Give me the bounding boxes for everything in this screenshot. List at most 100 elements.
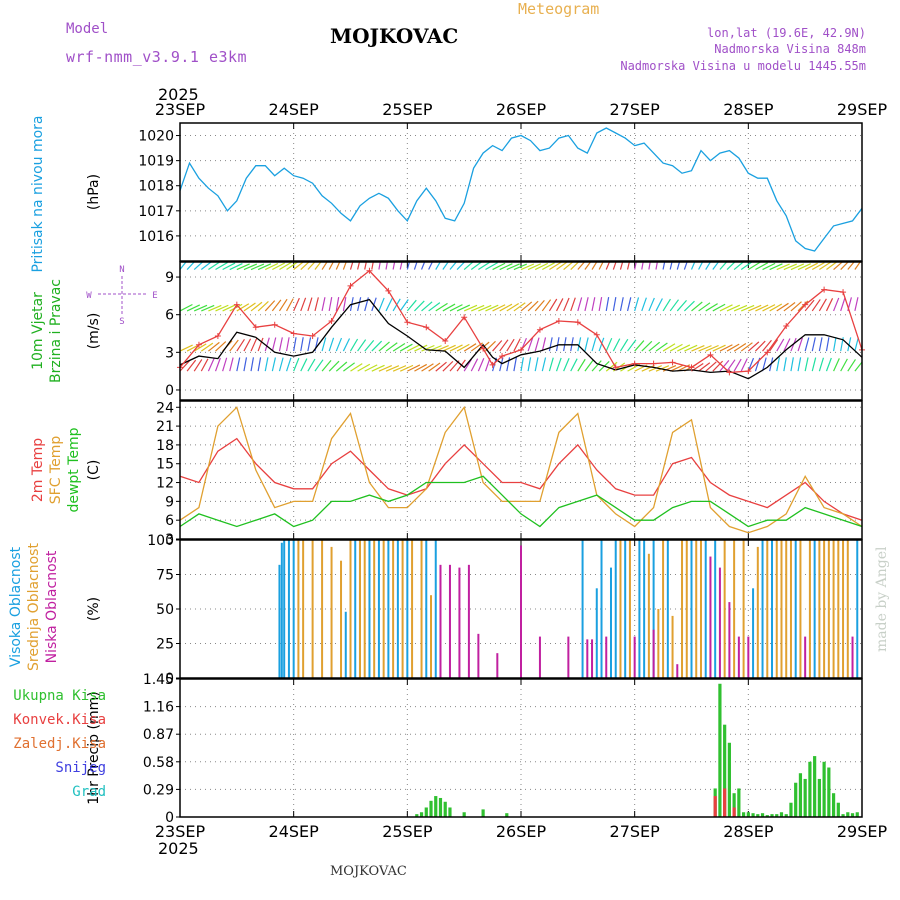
- bar-cloud_mid: [832, 540, 835, 678]
- wind-barb: [385, 365, 400, 372]
- bar-cloud_high: [344, 611, 347, 678]
- bar-cloud_mid: [297, 540, 300, 678]
- wind-barb: [584, 262, 592, 270]
- gust-marker: [745, 368, 752, 375]
- time-tick-label-bottom: 25SEP: [382, 822, 433, 841]
- wind-barb: [520, 301, 533, 312]
- wind-barb: [847, 359, 856, 372]
- bar-cloud_high: [752, 588, 755, 678]
- wind-barb: [520, 357, 524, 372]
- wind-barb: [790, 263, 805, 271]
- wind-barb: [449, 262, 458, 270]
- bar-cloud_high: [609, 567, 612, 678]
- wind-barb: [186, 359, 197, 372]
- bar-cloud_mid: [742, 540, 745, 678]
- model-label: Model: [66, 21, 108, 37]
- bar-cloud_mid: [766, 540, 769, 678]
- bar-precip_conv: [713, 796, 717, 817]
- bar-cloud_mid: [785, 540, 788, 678]
- bar-cloud_high: [280, 542, 283, 678]
- wind-barb: [833, 262, 844, 270]
- bar-cloud_mid: [685, 540, 688, 678]
- gust-marker: [631, 360, 638, 367]
- side-label-cloud: Visoka Oblacnost: [8, 546, 24, 667]
- wind-barb: [413, 262, 418, 270]
- wind-barb: [854, 262, 861, 270]
- wind-barb: [626, 297, 632, 312]
- panel-frame: [179, 122, 863, 262]
- wind-barb: [499, 357, 504, 372]
- wind-barb: [207, 358, 215, 372]
- wind-barb: [314, 359, 324, 372]
- y-tick-label: 15: [156, 457, 174, 473]
- wind-barb: [833, 358, 840, 372]
- wind-barb: [357, 363, 371, 372]
- wind-barb: [811, 262, 825, 271]
- wind-barb: [655, 298, 663, 312]
- y-tick-label: 6: [165, 513, 174, 529]
- bar-cloud_mid: [775, 540, 778, 678]
- bar-cloud_mid: [780, 540, 783, 678]
- wind-barb: [584, 297, 589, 312]
- bar-precip_total: [855, 812, 859, 817]
- wind-barb: [307, 262, 316, 270]
- wind-barb: [300, 262, 310, 270]
- wind-barb: [740, 342, 753, 352]
- gust-marker: [612, 364, 619, 371]
- bar-cloud_high: [714, 540, 717, 678]
- bar-cloud_low: [448, 564, 451, 678]
- bar-cloud_mid: [363, 540, 366, 678]
- wind-barb: [676, 262, 681, 270]
- y-tick-label: 50: [156, 602, 174, 618]
- bar-cloud_high: [856, 540, 859, 678]
- side-label-temp: 2m Temp: [30, 438, 46, 502]
- bar-precip_total: [822, 761, 826, 817]
- wind-barb: [286, 298, 294, 312]
- time-tick-label-top: 28SEP: [723, 100, 774, 119]
- bar-cloud_mid: [827, 540, 830, 678]
- wind-barb: [612, 262, 617, 270]
- side-label-wind: 10m Vjetar: [30, 292, 46, 370]
- bar-cloud_high: [283, 540, 286, 678]
- legend-precip: Snijeg: [55, 760, 106, 776]
- wind-barb: [180, 262, 187, 270]
- wind-barb: [605, 262, 611, 270]
- wind-barb: [598, 337, 605, 352]
- wind-barb: [492, 304, 506, 312]
- wind-barb: [719, 304, 733, 312]
- bar-precip_total: [831, 793, 836, 817]
- y-tick-label: 0.58: [143, 755, 174, 771]
- bar-precip_total: [429, 800, 433, 817]
- bar-cloud_mid: [671, 615, 674, 678]
- bar-cloud_mid: [411, 540, 414, 678]
- bar-precip_total: [813, 756, 817, 817]
- wind-barb: [200, 342, 214, 352]
- bar-precip_total: [836, 802, 840, 817]
- bar-precip_total: [741, 812, 746, 817]
- wind-barb: [641, 297, 647, 312]
- wind-barb: [335, 262, 341, 270]
- gust-marker: [536, 326, 543, 333]
- wind-barb: [328, 262, 334, 270]
- wind-barb: [804, 299, 815, 312]
- wind-barb: [811, 299, 821, 312]
- bar-precip_total: [846, 812, 850, 817]
- wind-barb: [271, 337, 277, 352]
- wind-barb: [748, 304, 762, 312]
- bar-cloud_mid: [340, 560, 343, 678]
- time-tick-label-bottom: 28SEP: [723, 822, 774, 841]
- wind-barb: [186, 262, 195, 270]
- wind-barb: [719, 359, 730, 372]
- wind-barb: [300, 358, 308, 372]
- wind-barb: [548, 337, 553, 352]
- wind-barb: [513, 357, 517, 372]
- wind-barb: [328, 337, 335, 352]
- wind-barb: [407, 344, 421, 352]
- bar-cloud_mid: [321, 540, 324, 678]
- wind-barb: [399, 364, 414, 372]
- wind-barb: [285, 337, 290, 352]
- wind-barb: [555, 337, 560, 352]
- wind-barb: [492, 262, 506, 271]
- bar-cloud_mid: [723, 540, 726, 678]
- bar-cloud_low: [747, 636, 750, 678]
